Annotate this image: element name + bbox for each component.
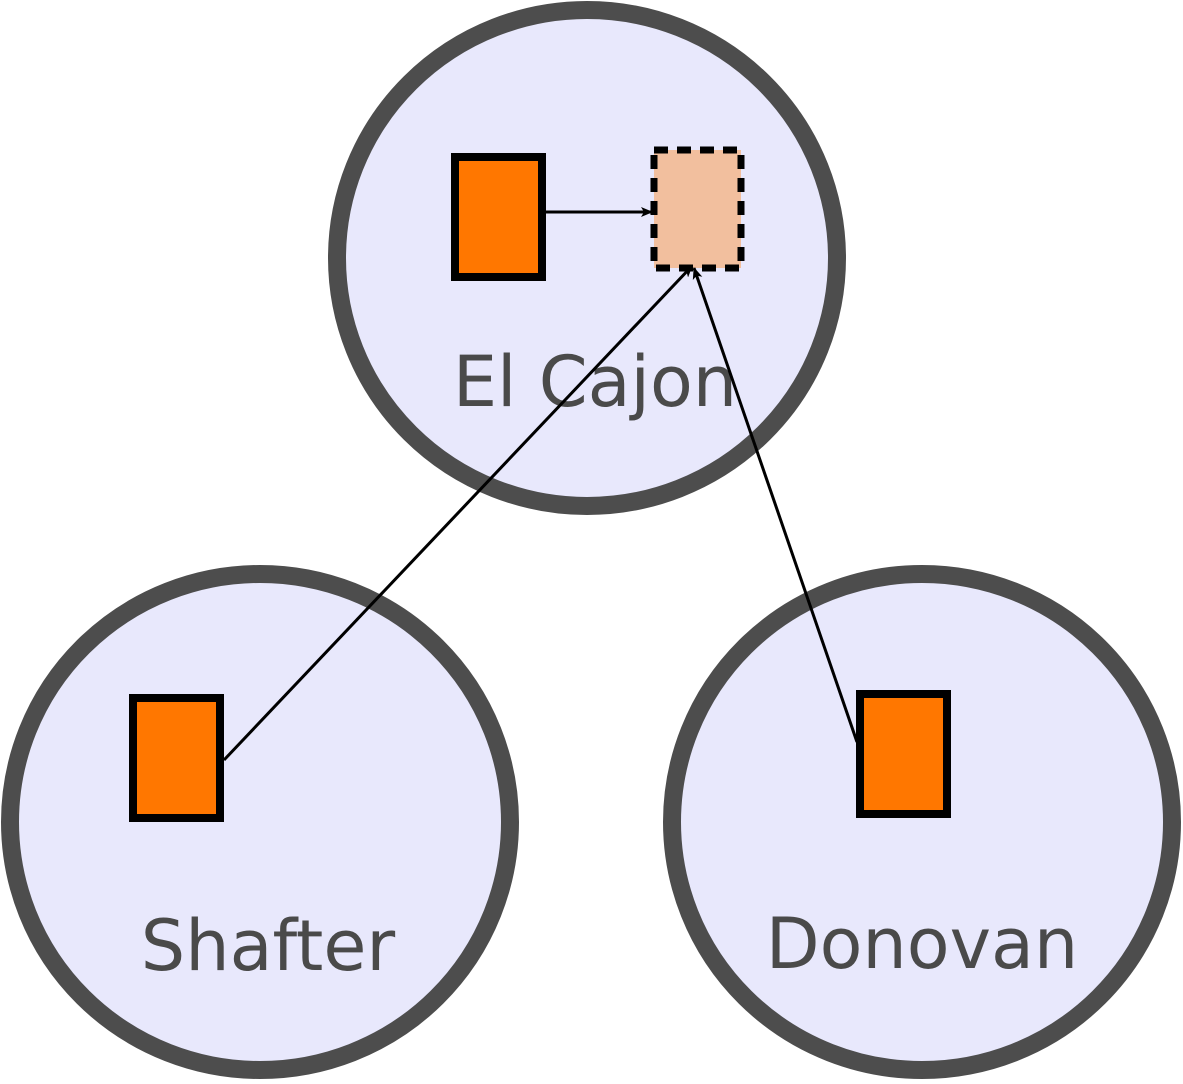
donovan-box: [856, 690, 951, 818]
shafter-box: [129, 694, 224, 822]
el-cajon-target-box: [650, 146, 745, 272]
donovan-label: Donovan: [766, 903, 1079, 985]
el-cajon-circle: [328, 1, 846, 515]
shafter-circle: [1, 565, 519, 1079]
edge-shafter-to-target: [222, 264, 694, 762]
el-cajon-box: [451, 153, 546, 281]
shafter-label: Shafter: [141, 905, 396, 987]
donovan-circle: [663, 565, 1181, 1079]
edge-donovan-to-target: [692, 267, 859, 743]
el-cajon-label: El Cajon: [453, 341, 737, 423]
